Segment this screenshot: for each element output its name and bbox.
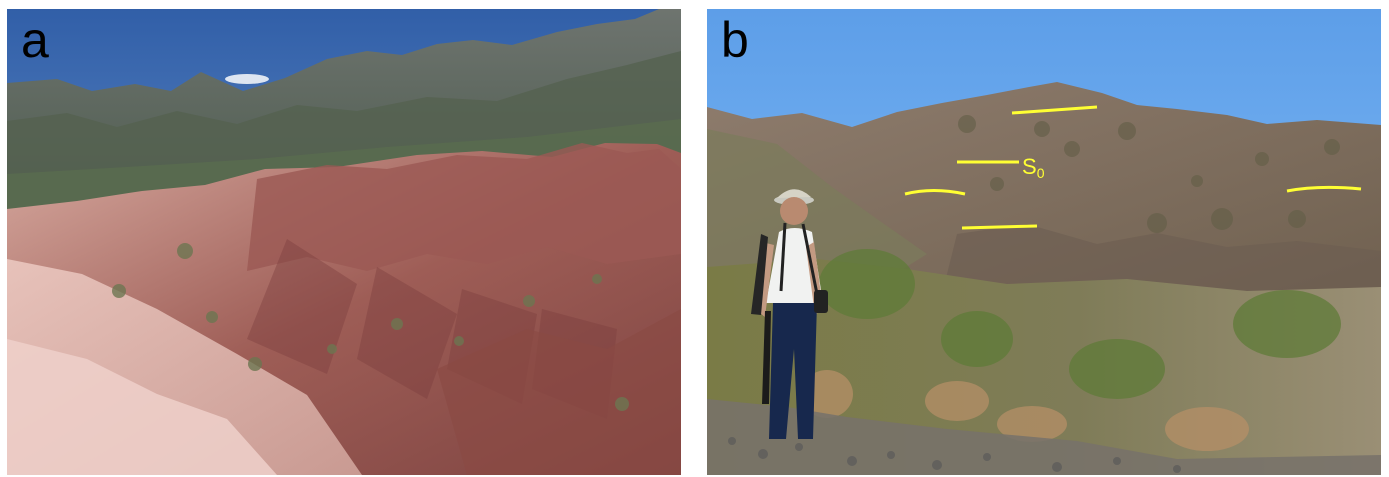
person-figure: [751, 189, 828, 439]
bedding-line-top: [1011, 105, 1098, 115]
dark-foreground-ridge: [437, 309, 681, 475]
hillside-photo: S0: [707, 9, 1381, 475]
bedding-lines: [904, 105, 1362, 230]
panel-label-a: a: [21, 12, 49, 68]
scrub-patches: [112, 243, 629, 411]
bedding-line-lower: [961, 224, 1038, 230]
rocks: [728, 437, 1181, 473]
stony-ground: [707, 399, 1381, 475]
hill-bushes: [958, 115, 1340, 233]
pale-foreground: [7, 339, 277, 475]
bedding-line-left: [904, 189, 966, 196]
dry-grass: [801, 370, 1249, 451]
bedding-line-right: [1286, 185, 1362, 193]
distant-cloud: [225, 74, 269, 84]
photo-panel-b: S0 b: [707, 9, 1381, 475]
ridge-line: [247, 143, 681, 271]
photo-panel-a: a: [7, 9, 681, 475]
green-shrubs: [819, 249, 1341, 399]
s0-annotation: S0: [1022, 154, 1045, 181]
panel-label-b: b: [721, 12, 749, 68]
badlands-photo: [7, 9, 681, 475]
